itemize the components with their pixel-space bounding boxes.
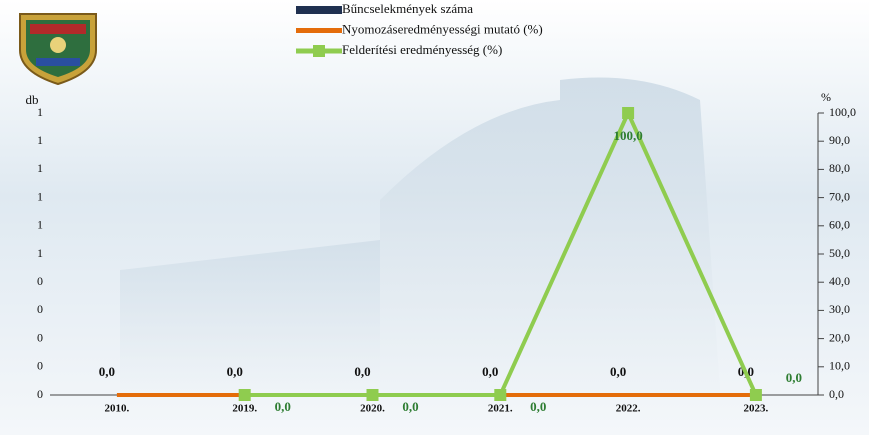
y-tick-label: 0 — [37, 302, 43, 316]
logo-emblem — [50, 37, 66, 53]
y2-axis-label: % — [821, 90, 831, 104]
logo-band — [30, 24, 86, 34]
y-tick-label: 1 — [37, 246, 43, 260]
x-tick-label: 2019. — [232, 403, 257, 415]
y-tick-label: 1 — [37, 218, 43, 232]
line-value-label: 100,0 — [613, 128, 642, 143]
y-tick-label: 0 — [37, 330, 43, 344]
legend-label: Bűncselekmények száma — [342, 1, 473, 16]
y-tick-label: 0 — [37, 387, 43, 401]
bar-value-label: 0,0 — [227, 364, 243, 379]
bar-value-label: 0,0 — [99, 364, 115, 379]
line-value-label: 0,0 — [402, 399, 418, 414]
x-tick-label: 2021. — [488, 403, 513, 415]
y-tick-label: 1 — [37, 189, 43, 203]
bar-value-label: 0,0 — [482, 364, 498, 379]
line-value-label: 0,0 — [275, 399, 291, 414]
y2-tick-label: 70,0 — [829, 189, 850, 203]
x-tick-label: 2022. — [616, 403, 641, 415]
line-value-label: 0,0 — [786, 370, 802, 385]
y2-tick-label: 50,0 — [829, 246, 850, 260]
legend-label: Felderítési eredményesség (%) — [342, 42, 502, 57]
page: {"chart_data": { "type": "combo", "y_lab… — [0, 0, 869, 435]
y-tick-label: 1 — [37, 105, 43, 119]
x-tick-label: 2010. — [105, 403, 130, 415]
y2-tick-label: 20,0 — [829, 330, 850, 344]
y2-tick-label: 100,0 — [829, 105, 856, 119]
legend-label: Nyomozáseredményességi mutató (%) — [342, 21, 543, 36]
y2-tick-label: 90,0 — [829, 133, 850, 147]
y2-tick-label: 10,0 — [829, 359, 850, 373]
y2-tick-label: 0,0 — [829, 387, 844, 401]
x-tick-label: 2020. — [360, 403, 385, 415]
chart: db % 000001111110,010,020,030,040,050,06… — [0, 0, 869, 435]
line-value-label: 0,0 — [530, 399, 546, 414]
legend-swatch — [296, 6, 342, 14]
line-marker — [622, 107, 634, 119]
y2-tick-label: 60,0 — [829, 218, 850, 232]
y2-tick-label: 80,0 — [829, 161, 850, 175]
line-marker — [239, 389, 251, 401]
y-tick-label: 0 — [37, 274, 43, 288]
y-tick-label: 1 — [37, 161, 43, 175]
bar-value-label: 0,0 — [610, 364, 626, 379]
y2-tick-label: 40,0 — [829, 274, 850, 288]
legend-marker — [313, 45, 325, 57]
x-tick-label: 2023. — [744, 403, 769, 415]
logo-band — [36, 58, 80, 66]
line-marker — [367, 389, 379, 401]
y2-tick-label: 30,0 — [829, 302, 850, 316]
line-marker — [494, 389, 506, 401]
line-marker — [750, 389, 762, 401]
y-tick-label: 0 — [37, 359, 43, 373]
bar-value-label: 0,0 — [354, 364, 370, 379]
y-tick-label: 1 — [37, 133, 43, 147]
